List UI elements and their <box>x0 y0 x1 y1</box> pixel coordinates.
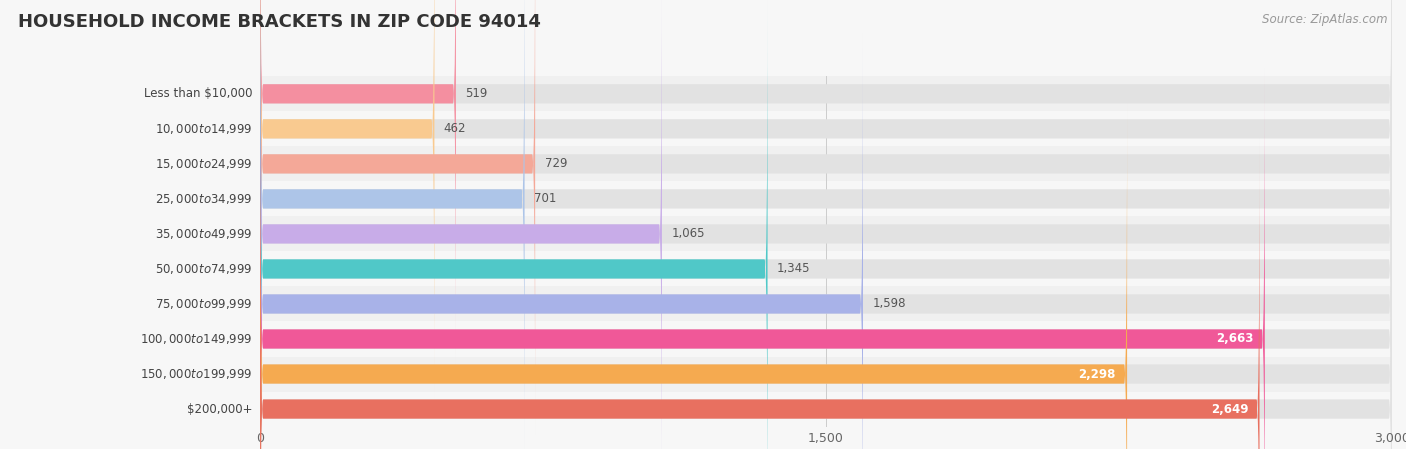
Text: 462: 462 <box>444 123 467 135</box>
Text: $10,000 to $14,999: $10,000 to $14,999 <box>155 122 252 136</box>
Text: 1,065: 1,065 <box>671 228 704 240</box>
Text: $15,000 to $24,999: $15,000 to $24,999 <box>155 157 252 171</box>
FancyBboxPatch shape <box>260 103 1128 449</box>
FancyBboxPatch shape <box>260 0 1392 449</box>
FancyBboxPatch shape <box>260 33 1392 449</box>
FancyBboxPatch shape <box>260 0 1392 365</box>
FancyBboxPatch shape <box>260 216 1392 251</box>
FancyBboxPatch shape <box>260 0 434 400</box>
FancyBboxPatch shape <box>260 0 1392 449</box>
Text: HOUSEHOLD INCOME BRACKETS IN ZIP CODE 94014: HOUSEHOLD INCOME BRACKETS IN ZIP CODE 94… <box>18 13 541 31</box>
FancyBboxPatch shape <box>260 0 1392 400</box>
FancyBboxPatch shape <box>260 0 536 435</box>
Text: 519: 519 <box>465 88 488 100</box>
FancyBboxPatch shape <box>260 0 524 449</box>
Text: 1,598: 1,598 <box>873 298 905 310</box>
FancyBboxPatch shape <box>260 0 456 365</box>
FancyBboxPatch shape <box>260 0 768 449</box>
FancyBboxPatch shape <box>260 103 1392 449</box>
Text: $25,000 to $34,999: $25,000 to $34,999 <box>155 192 252 206</box>
FancyBboxPatch shape <box>260 138 1260 449</box>
FancyBboxPatch shape <box>260 33 863 449</box>
FancyBboxPatch shape <box>260 0 1392 435</box>
Text: 729: 729 <box>544 158 567 170</box>
Text: 2,649: 2,649 <box>1211 403 1249 415</box>
Text: 2,663: 2,663 <box>1216 333 1254 345</box>
FancyBboxPatch shape <box>260 0 662 449</box>
Text: $150,000 to $199,999: $150,000 to $199,999 <box>139 367 252 381</box>
Text: $75,000 to $99,999: $75,000 to $99,999 <box>155 297 252 311</box>
FancyBboxPatch shape <box>260 146 1392 181</box>
Text: 1,345: 1,345 <box>778 263 810 275</box>
FancyBboxPatch shape <box>260 357 1392 392</box>
Text: Source: ZipAtlas.com: Source: ZipAtlas.com <box>1263 13 1388 26</box>
Text: 2,298: 2,298 <box>1078 368 1116 380</box>
Text: $50,000 to $74,999: $50,000 to $74,999 <box>155 262 252 276</box>
FancyBboxPatch shape <box>260 68 1265 449</box>
FancyBboxPatch shape <box>260 68 1392 449</box>
FancyBboxPatch shape <box>260 138 1392 449</box>
Text: 701: 701 <box>534 193 557 205</box>
Text: $100,000 to $149,999: $100,000 to $149,999 <box>139 332 252 346</box>
FancyBboxPatch shape <box>260 76 1392 111</box>
Text: $200,000+: $200,000+ <box>187 403 252 415</box>
Text: $35,000 to $49,999: $35,000 to $49,999 <box>155 227 252 241</box>
FancyBboxPatch shape <box>260 286 1392 321</box>
Text: Less than $10,000: Less than $10,000 <box>143 88 252 100</box>
FancyBboxPatch shape <box>260 0 1392 449</box>
